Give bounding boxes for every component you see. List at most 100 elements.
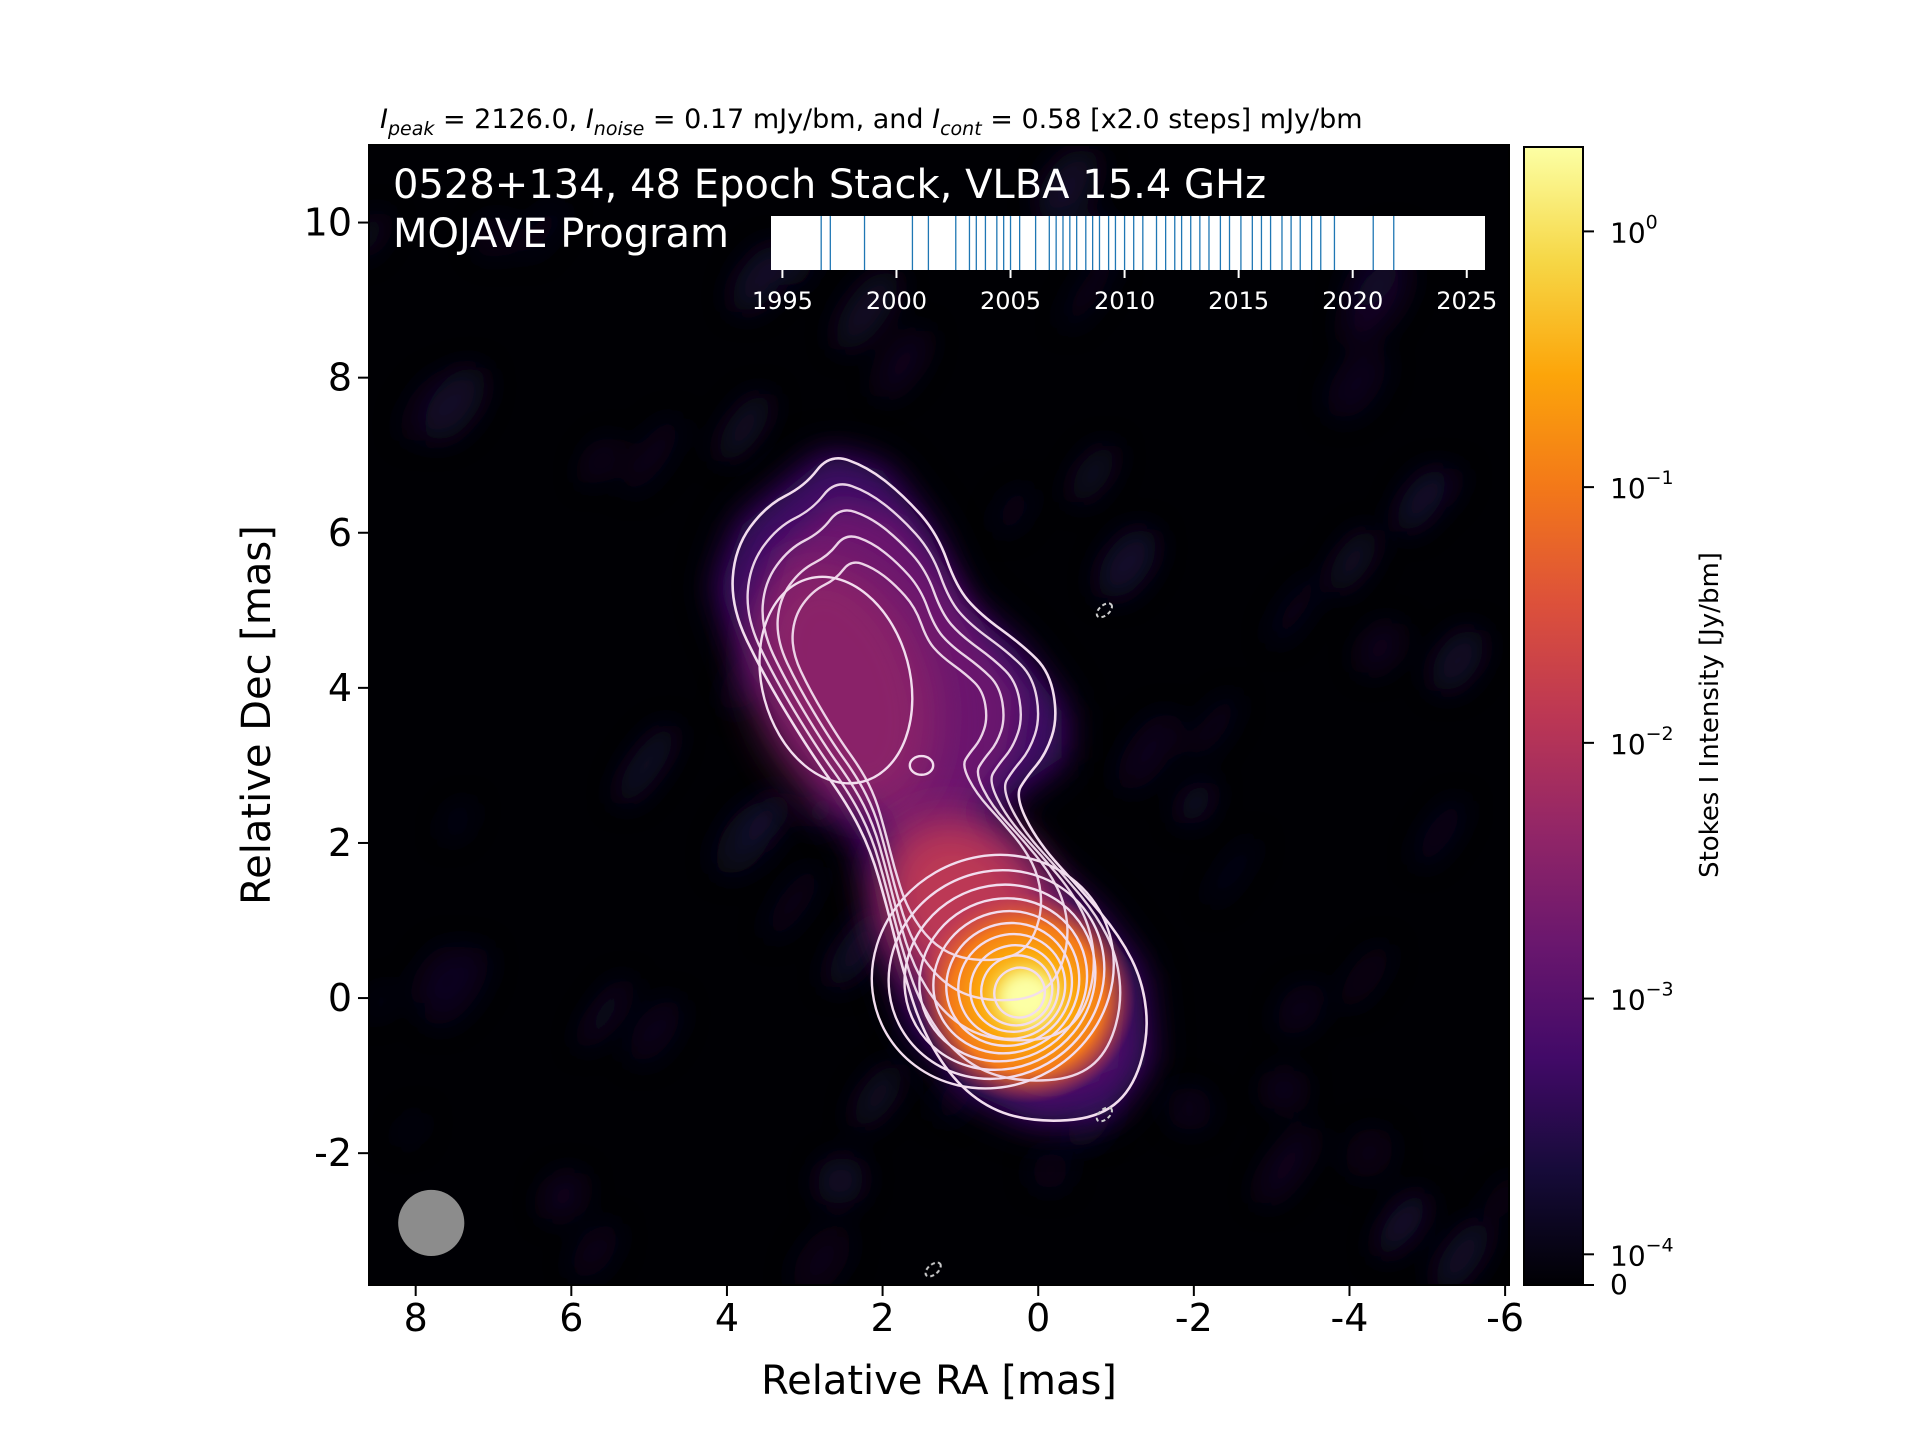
noise-patch (542, 1172, 585, 1220)
y-tick-label: 4 (328, 666, 352, 710)
overlay-title-line1: 0528+134, 48 Epoch Stack, VLBA 15.4 GHz (393, 162, 1266, 208)
noise-patch (1344, 1127, 1394, 1179)
noise-patch (522, 202, 564, 258)
colorbar-tick-exponent: −1 (1646, 467, 1674, 489)
contour-level (980, 954, 1054, 1027)
colorbar-tick-exponent: −3 (1646, 979, 1674, 1001)
peak-text: = 2126.0, (434, 104, 585, 135)
epoch-tick-label: 2020 (1322, 287, 1383, 315)
epoch-timeline-box (771, 216, 1485, 270)
x-tick-label: -2 (1175, 1296, 1213, 1340)
noise-patch (1207, 838, 1257, 906)
noise-patch (474, 216, 515, 259)
noise-patch (1117, 712, 1180, 791)
epoch-tick-label: 2025 (1436, 287, 1497, 315)
epoch-tick-label: 2005 (980, 287, 1041, 315)
noise-text: = 0.17 mJy/bm, and (644, 104, 932, 135)
cont-subscript: cont (940, 118, 983, 140)
noise-patch (616, 724, 677, 805)
noise-patch (1069, 444, 1117, 504)
noise-patch (442, 801, 473, 841)
noise-patch (1098, 528, 1157, 599)
x-axis-label: Relative RA [mas] (761, 1358, 1117, 1404)
y-tick-label: 6 (328, 511, 352, 555)
y-tick-label: 2 (328, 821, 352, 865)
noise-patch (835, 270, 899, 351)
y-axis: 10 8 6 4 2 0 -2 (304, 201, 369, 1175)
peak-symbol: I (380, 104, 388, 135)
contour-level (957, 932, 1067, 1041)
noise-patch (1481, 1173, 1509, 1226)
noise-subscript: noise (594, 118, 645, 140)
noise-patch (1327, 348, 1386, 419)
noise-patch (1327, 529, 1378, 593)
epoch-tick-label: 2000 (866, 287, 927, 315)
cont-text: = 0.58 [x2.0 steps] mJy/bm (982, 104, 1363, 135)
noise-patch (1037, 148, 1099, 221)
emission-knot (751, 560, 936, 816)
noise-patch (397, 1112, 426, 1148)
noise-patch (827, 909, 888, 988)
noise-patch (411, 943, 460, 1004)
noise-patch (717, 393, 772, 463)
y-tick-label: 10 (304, 201, 352, 245)
noise-patch (1277, 982, 1324, 1036)
noise-patch (571, 1223, 619, 1280)
epoch-lines (820, 216, 1395, 270)
noise-patch (1415, 799, 1465, 866)
noise-patch (623, 418, 681, 493)
colorbar-zero-label: 0 (1610, 1268, 1628, 1301)
contour-level (969, 943, 1060, 1034)
noise-patch (424, 946, 489, 1027)
noise-patch (1431, 628, 1485, 692)
noise-patch (793, 1226, 851, 1285)
noise-patch (1189, 694, 1239, 760)
y-tick-label: 8 (328, 356, 352, 400)
x-axis: 8 6 4 2 0 -2 -4 -6 (404, 1285, 1524, 1340)
noise-patch (1264, 1069, 1304, 1110)
negative-contour (1095, 1106, 1113, 1123)
overlay-title-line2: MOJAVE Program (393, 211, 729, 257)
y-tick-label: 0 (328, 976, 352, 1020)
noise-patch (1395, 467, 1448, 533)
noise-patch (1166, 1086, 1213, 1132)
y-tick-label: -2 (314, 1131, 352, 1175)
image-panel (368, 144, 1510, 1286)
noise-patch (852, 1063, 904, 1129)
colorbar-tick-exponent: −2 (1646, 723, 1674, 745)
colorbar-tick-label: 100 (1610, 211, 1658, 249)
colorbar-tick-label: 10−3 (1610, 979, 1674, 1017)
noise-symbol: I (586, 104, 594, 135)
image-frame (368, 144, 1510, 1286)
colorbar-gradient (1523, 146, 1584, 1286)
noise-patch (1376, 1192, 1427, 1258)
contour-level (761, 509, 1096, 1042)
epoch-ticks: 1995 2000 2005 2010 2015 2020 2025 (752, 270, 1497, 315)
noise-patch (1178, 782, 1214, 825)
epoch-timeline: 1995 2000 2005 2010 2015 2020 2025 (752, 216, 1497, 315)
x-tick-label: 8 (404, 1296, 428, 1340)
noise-patch (424, 366, 486, 442)
noise-patch (816, 1156, 864, 1206)
noise-patch (579, 978, 631, 1049)
noise-patch (1269, 576, 1320, 645)
contour-level (945, 921, 1074, 1048)
jet-emission (719, 455, 1148, 1123)
epoch-tick-label: 1995 (752, 287, 813, 315)
contour-level (776, 535, 1069, 1002)
colorbar-tick-label: 10−2 (1610, 723, 1674, 761)
noise-patch (742, 792, 789, 850)
contour-level (918, 897, 1089, 1063)
contour-level (746, 483, 1122, 1082)
noise-patch (995, 488, 1032, 533)
contour-lines (731, 457, 1148, 1278)
peak-subscript: peak (387, 118, 435, 140)
negative-contour (1095, 602, 1113, 619)
noise-patch (582, 437, 619, 484)
colorbar-label: Stokes I Intensity [Jy/bm] (1695, 552, 1725, 878)
noise-patch (1342, 261, 1410, 345)
epoch-tick-label: 2015 (1208, 287, 1269, 315)
beam-ellipse (398, 1189, 465, 1257)
